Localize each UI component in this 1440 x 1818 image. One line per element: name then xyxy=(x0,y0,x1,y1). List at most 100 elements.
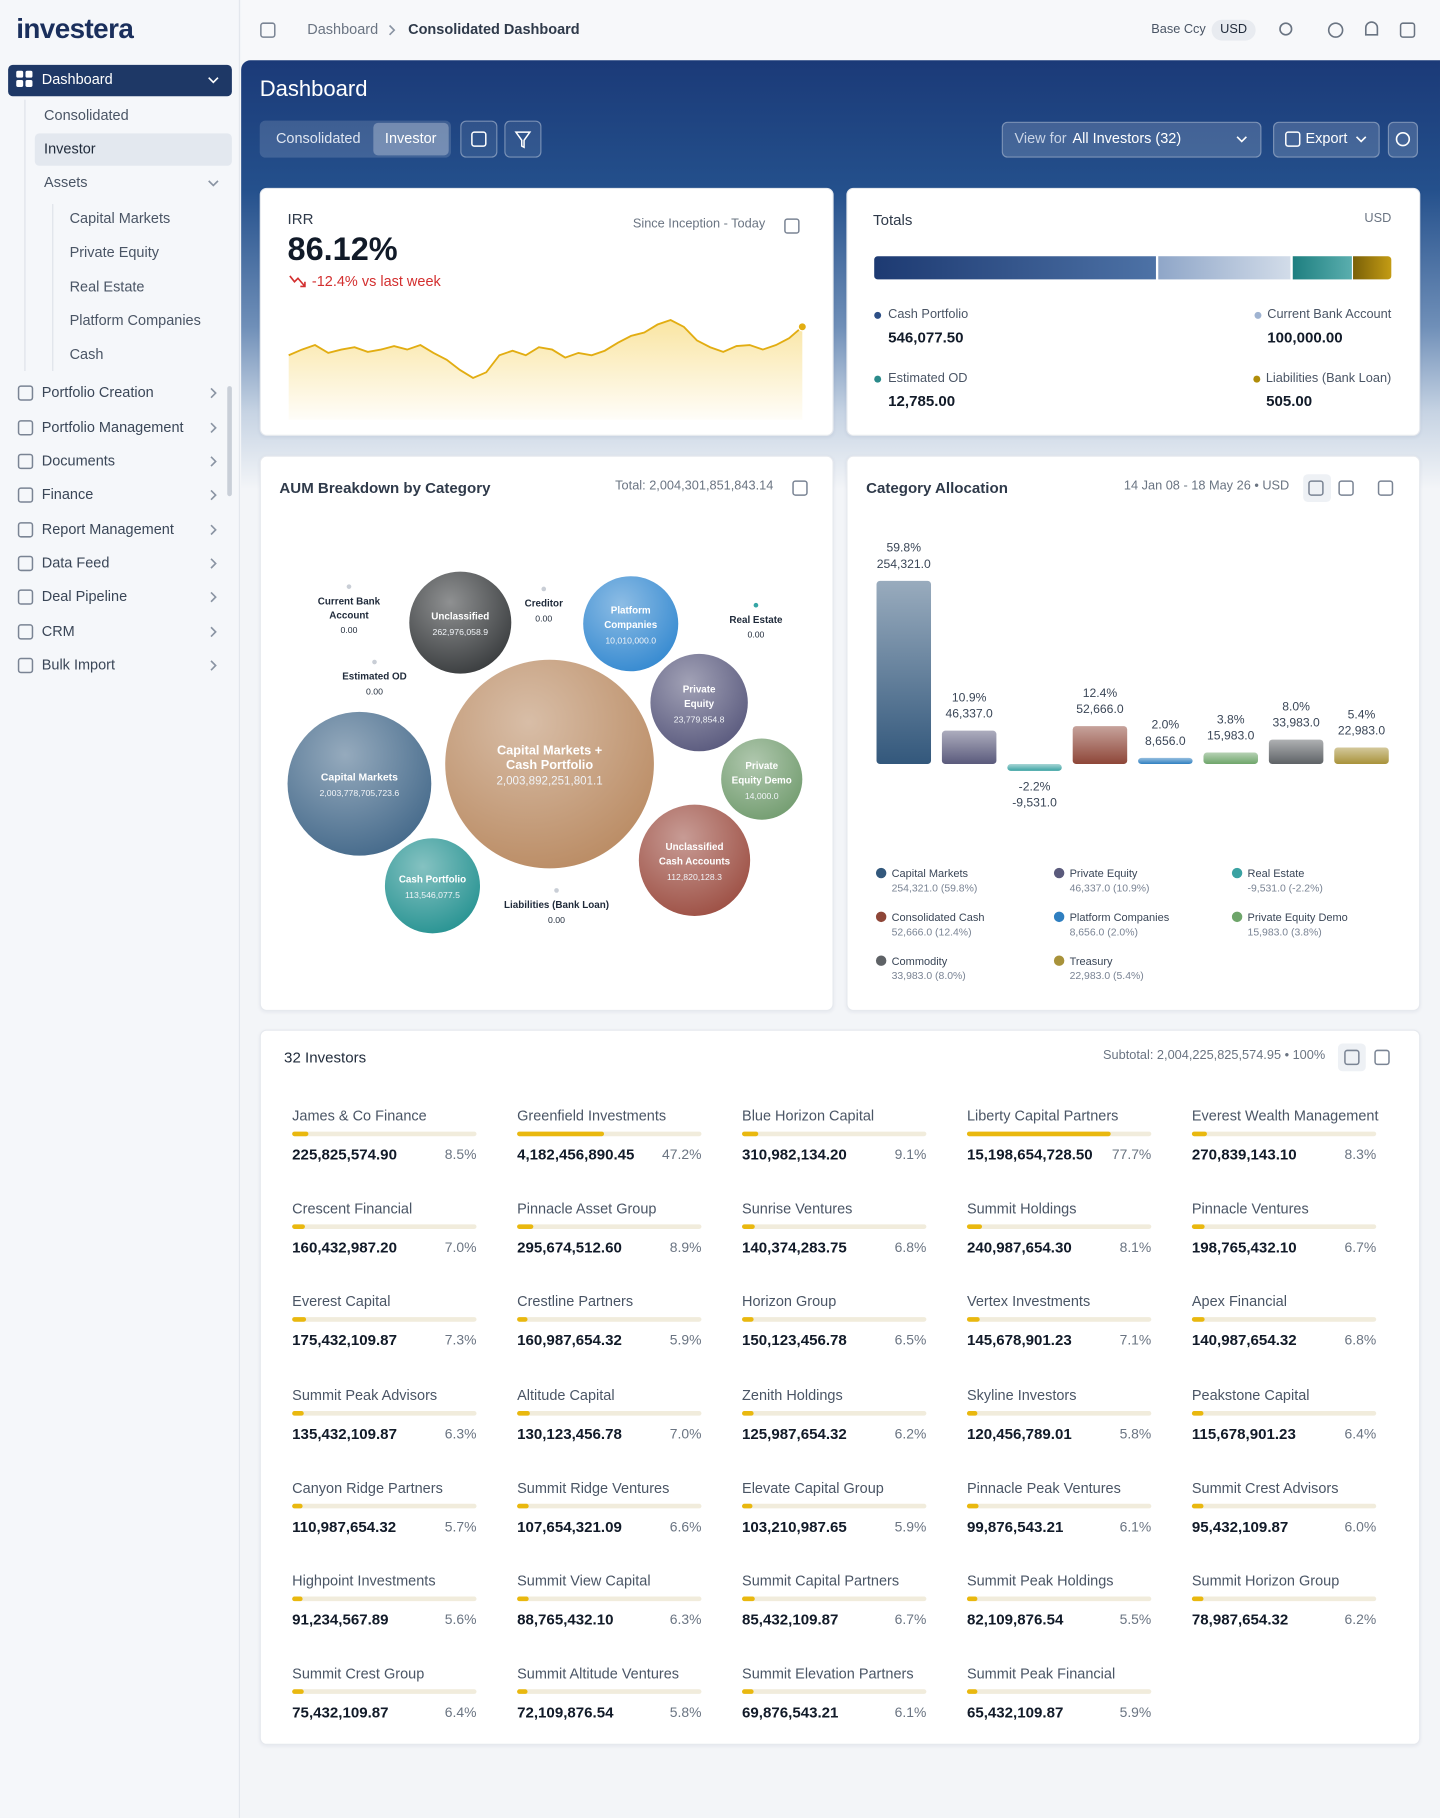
menu-label[interactable]: Deal Pipeline xyxy=(41,588,128,605)
investor-name[interactable]: Blue Horizon Capital xyxy=(742,1107,875,1125)
totals-segment xyxy=(874,256,1156,280)
chart-type-button[interactable] xyxy=(1333,474,1361,502)
investor-name[interactable]: Greenfield Investments xyxy=(517,1107,667,1125)
investor-name[interactable]: Summit View Capital xyxy=(517,1572,651,1589)
share-track xyxy=(742,1131,927,1137)
assets-label[interactable]: Capital Markets xyxy=(69,210,171,227)
investor-name[interactable]: Summit Peak Financial xyxy=(966,1665,1116,1682)
investor-name[interactable]: Everest Capital xyxy=(292,1293,391,1311)
totals-segment xyxy=(1292,256,1352,280)
menu-item-active[interactable] xyxy=(8,64,232,97)
investors-title: 32 Investors xyxy=(284,1048,367,1066)
refresh-button[interactable] xyxy=(1387,121,1418,158)
investor-amount: 115,678,901.23 xyxy=(1191,1424,1296,1443)
export-label[interactable]: Export xyxy=(1305,130,1348,147)
filter-button[interactable] xyxy=(504,120,542,158)
menu-label[interactable]: CRM xyxy=(41,623,75,640)
share-bar xyxy=(1191,1224,1205,1230)
menu-label[interactable]: Dashboard xyxy=(41,71,113,88)
investor-name[interactable]: Canyon Ridge Partners xyxy=(292,1479,443,1496)
view-toggle[interactable] xyxy=(1337,1043,1366,1072)
menu-label[interactable]: Data Feed xyxy=(41,554,110,572)
investor-name[interactable]: Summit Crest Group xyxy=(292,1665,425,1682)
investor-amount: 65,432,109.87 xyxy=(966,1703,1064,1722)
investor-name[interactable]: Summit Peak Holdings xyxy=(966,1572,1114,1589)
submenu-label[interactable]: Assets xyxy=(44,174,88,191)
settings-button[interactable] xyxy=(460,120,498,158)
share-track xyxy=(1191,1131,1377,1137)
investor-name[interactable]: James & Co Finance xyxy=(292,1107,427,1125)
investor-name[interactable]: Summit Peak Advisors xyxy=(292,1386,438,1404)
share-track xyxy=(742,1689,927,1695)
menu-label[interactable]: Portfolio Creation xyxy=(41,384,154,401)
investor-share: 6.7% xyxy=(1344,1239,1377,1256)
investor-name[interactable]: Summit Elevation Partners xyxy=(742,1665,914,1682)
share-bar xyxy=(742,1503,753,1509)
share-track xyxy=(742,1503,927,1509)
investor-name[interactable]: Apex Financial xyxy=(1191,1293,1287,1311)
investor-name[interactable]: Liberty Capital Partners xyxy=(966,1107,1119,1125)
investor-name[interactable]: Horizon Group xyxy=(742,1293,837,1311)
view-for-select[interactable] xyxy=(1001,121,1262,158)
investor-name[interactable]: Summit Capital Partners xyxy=(742,1572,900,1589)
investor-share: 6.8% xyxy=(894,1239,927,1256)
menu-label[interactable]: Portfolio Management xyxy=(41,419,184,436)
share-track xyxy=(1191,1410,1377,1416)
share-track xyxy=(517,1503,702,1509)
investor-name[interactable]: Summit Crest Advisors xyxy=(1191,1479,1339,1496)
tab-active[interactable] xyxy=(373,122,449,156)
assets-label[interactable]: Platform Companies xyxy=(69,312,201,329)
share-bar xyxy=(1191,1596,1204,1602)
investor-name[interactable]: Everest Wealth Management xyxy=(1191,1107,1379,1125)
menu-label[interactable]: Documents xyxy=(41,452,116,469)
tab[interactable]: Consolidated xyxy=(275,130,361,147)
breadcrumb[interactable]: Dashboard xyxy=(307,21,379,38)
assets-label[interactable]: Cash xyxy=(69,346,104,363)
menu-label[interactable]: Finance xyxy=(41,486,94,503)
investor-name[interactable]: Altitude Capital xyxy=(517,1386,615,1404)
investor-name[interactable]: Summit Horizon Group xyxy=(1191,1572,1340,1589)
chart-type-button[interactable] xyxy=(1303,474,1332,503)
investor-name[interactable]: Pinnacle Peak Ventures xyxy=(966,1479,1121,1496)
investor-share: 6.1% xyxy=(894,1704,927,1721)
investor-amount: 270,839,143.10 xyxy=(1191,1145,1297,1164)
investor-name[interactable]: Sunrise Ventures xyxy=(742,1200,853,1218)
view-toggle[interactable] xyxy=(1368,1043,1396,1071)
share-bar xyxy=(517,1410,530,1416)
investor-share: 6.3% xyxy=(669,1611,702,1628)
assets-label[interactable]: Real Estate xyxy=(69,278,145,296)
tab[interactable]: Investor xyxy=(384,130,437,147)
investor-name[interactable]: Summit Ridge Ventures xyxy=(517,1479,670,1496)
share-track xyxy=(292,1596,477,1602)
page-title: Dashboard xyxy=(259,77,368,102)
investor-share: 7.1% xyxy=(1119,1332,1152,1349)
investor-name[interactable]: Peakstone Capital xyxy=(1191,1386,1310,1404)
share-track xyxy=(966,1596,1152,1602)
submenu-label[interactable]: Investor xyxy=(44,140,96,158)
investor-amount: 107,654,321.09 xyxy=(517,1517,622,1536)
investor-name[interactable]: Vertex Investments xyxy=(966,1293,1091,1311)
investor-name[interactable]: Pinnacle Ventures xyxy=(1191,1200,1309,1218)
investor-name[interactable]: Skyline Investors xyxy=(966,1386,1077,1404)
investor-name[interactable]: Elevate Capital Group xyxy=(742,1479,884,1496)
sub-item-active[interactable] xyxy=(34,133,232,166)
menu-label[interactable]: Report Management xyxy=(41,521,174,538)
assets-label[interactable]: Private Equity xyxy=(69,244,159,261)
share-bar xyxy=(517,1317,528,1323)
share-bar xyxy=(1191,1503,1203,1509)
investor-share: 7.0% xyxy=(669,1425,702,1442)
investor-name[interactable]: Crescent Financial xyxy=(292,1200,413,1218)
menu-label[interactable]: Bulk Import xyxy=(41,656,116,674)
investor-amount: 103,210,987.65 xyxy=(742,1517,847,1536)
ccy-pill[interactable] xyxy=(1211,19,1256,41)
investor-name[interactable]: Summit Altitude Ventures xyxy=(517,1665,680,1682)
investor-name[interactable]: Pinnacle Asset Group xyxy=(517,1200,657,1218)
submenu-label[interactable]: Consolidated xyxy=(44,107,129,124)
investor-name[interactable]: Zenith Holdings xyxy=(742,1386,843,1404)
investor-amount: 240,987,654.30 xyxy=(966,1238,1072,1257)
investor-name[interactable]: Highpoint Investments xyxy=(292,1572,436,1589)
investor-name[interactable]: Summit Holdings xyxy=(966,1200,1077,1218)
legend-dot xyxy=(874,375,882,383)
share-track xyxy=(517,1224,702,1230)
investor-name[interactable]: Crestline Partners xyxy=(517,1293,634,1311)
